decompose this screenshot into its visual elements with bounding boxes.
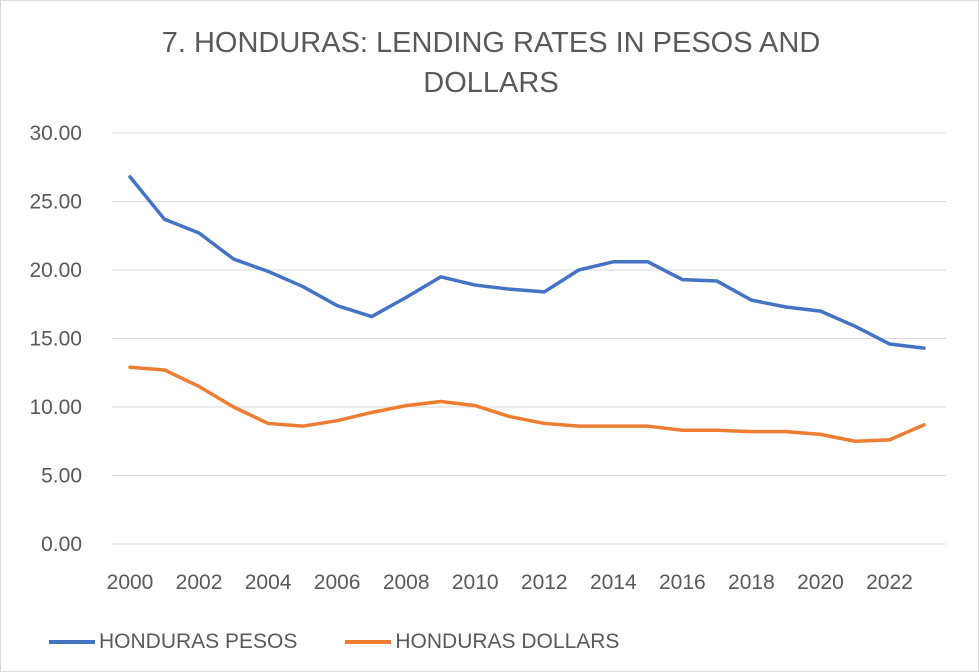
x-tick-label: 2012 (521, 571, 568, 594)
data-point-pesos-2005 (301, 284, 305, 288)
x-tick-label: 2020 (797, 571, 844, 594)
legend-label-dollars: HONDURAS DOLLARS (395, 630, 620, 653)
data-point-dollars-2017 (715, 428, 719, 432)
data-point-pesos-2002 (197, 231, 201, 235)
data-point-dollars-2004 (266, 421, 270, 425)
data-point-dollars-2018 (749, 430, 753, 434)
series-lines (128, 175, 926, 443)
x-tick-label: 2002 (176, 571, 223, 594)
data-point-dollars-2020 (818, 432, 822, 436)
data-point-pesos-2019 (784, 305, 788, 309)
data-point-pesos-2014 (611, 260, 615, 264)
data-point-pesos-2020 (818, 309, 822, 313)
data-point-pesos-2015 (646, 260, 650, 264)
data-point-pesos-2012 (542, 290, 546, 294)
data-point-pesos-2009 (439, 275, 443, 279)
data-point-dollars-2014 (611, 424, 615, 428)
x-tick-label: 2010 (452, 571, 499, 594)
data-point-dollars-2007 (370, 410, 374, 414)
data-point-dollars-2001 (163, 368, 167, 372)
data-point-pesos-2013 (577, 268, 581, 272)
x-axis-tick-labels: 2000 2002 2004 2006 2008 2010 2012 2014 2016 2018… (107, 571, 913, 594)
x-tick-label: 2022 (866, 571, 913, 594)
legend-label-pesos: HONDURAS PESOS (99, 630, 298, 653)
legend-item-pesos: HONDURAS PESOS (49, 630, 297, 654)
legend-item-dollars: HONDURAS DOLLARS (345, 630, 619, 654)
data-point-pesos-2003 (232, 257, 236, 261)
y-tick-label: 15.00 (29, 328, 82, 351)
data-point-pesos-2016 (680, 278, 684, 282)
data-point-dollars-2022 (887, 438, 891, 442)
data-point-pesos-2007 (370, 315, 374, 319)
data-point-dollars-2000 (128, 365, 132, 369)
y-tick-label: 20.00 (29, 259, 82, 282)
data-point-dollars-2005 (301, 424, 305, 428)
data-point-pesos-2001 (163, 217, 167, 221)
data-point-dollars-2003 (232, 405, 236, 409)
data-point-dollars-2011 (508, 415, 512, 419)
data-point-dollars-2015 (646, 424, 650, 428)
x-tick-label: 2000 (107, 571, 154, 594)
y-tick-label: 5.00 (41, 465, 82, 488)
data-point-dollars-2012 (542, 421, 546, 425)
data-point-pesos-2018 (749, 298, 753, 302)
data-point-pesos-2010 (473, 283, 477, 287)
data-point-dollars-2016 (680, 428, 684, 432)
y-axis-tick-labels: 0.00 5.00 10.00 15.00 20.00 25.00 30.00 (29, 122, 82, 556)
data-point-dollars-2023 (922, 423, 926, 427)
x-tick-label: 2004 (245, 571, 292, 594)
x-tick-label: 2006 (314, 571, 361, 594)
data-point-pesos-2022 (887, 342, 891, 346)
y-tick-label: 10.00 (29, 396, 82, 419)
data-point-dollars-2013 (577, 424, 581, 428)
series-line-pesos (128, 175, 926, 350)
data-point-pesos-2021 (853, 324, 857, 328)
data-point-dollars-2008 (404, 404, 408, 408)
data-point-dollars-2006 (335, 419, 339, 423)
data-point-dollars-2002 (197, 384, 201, 388)
legend: HONDURAS PESOS HONDURAS DOLLARS (49, 625, 667, 659)
legend-swatch-dollars (345, 640, 392, 644)
y-tick-label: 30.00 (29, 122, 82, 145)
legend-swatch-pesos (49, 640, 95, 644)
x-tick-label: 2016 (659, 571, 706, 594)
y-tick-label: 25.00 (29, 191, 82, 214)
data-point-dollars-2010 (473, 404, 477, 408)
data-point-pesos-2023 (922, 346, 926, 350)
data-point-pesos-2008 (404, 295, 408, 299)
x-tick-label: 2014 (590, 571, 637, 594)
chart-title: 7. HONDURAS: LENDING RATES IN PESOS AND … (161, 27, 821, 99)
data-point-dollars-2019 (784, 430, 788, 434)
gridlines (112, 132, 946, 545)
data-point-pesos-2006 (335, 304, 339, 308)
x-tick-label: 2008 (383, 571, 430, 594)
data-point-pesos-2000 (128, 175, 132, 179)
data-point-pesos-2017 (715, 279, 719, 283)
data-point-dollars-2021 (853, 439, 857, 443)
x-tick-label: 2018 (728, 571, 775, 594)
y-tick-label: 0.00 (41, 533, 82, 556)
data-point-dollars-2009 (439, 400, 443, 404)
series-line-dollars (128, 365, 926, 443)
data-point-pesos-2011 (508, 287, 512, 291)
data-point-pesos-2004 (266, 269, 270, 273)
